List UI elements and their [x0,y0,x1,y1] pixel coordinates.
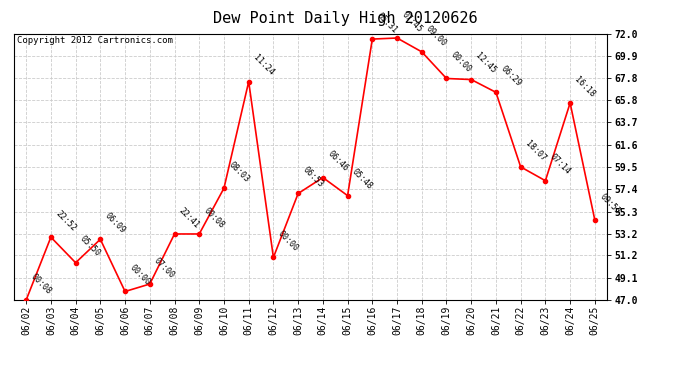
Text: 11:24: 11:24 [251,54,275,78]
Text: 00:00: 00:00 [276,229,300,253]
Text: 22:52: 22:52 [54,209,78,233]
Text: 05:31: 05:31 [375,11,399,35]
Text: 06:46: 06:46 [326,149,350,173]
Text: 00:08: 00:08 [202,206,226,230]
Text: 07:14: 07:14 [548,153,572,177]
Text: 09:00: 09:00 [424,24,448,48]
Text: 16:18: 16:18 [573,75,597,99]
Text: 12:45: 12:45 [474,51,498,75]
Text: 00:00: 00:00 [449,50,473,74]
Text: 06:53: 06:53 [301,165,325,189]
Text: 07:00: 07:00 [152,256,177,280]
Text: 07:45: 07:45 [400,10,424,34]
Text: 22:41: 22:41 [177,206,201,230]
Text: Dew Point Daily High 20120626: Dew Point Daily High 20120626 [213,11,477,26]
Text: 06:29: 06:29 [499,64,523,88]
Text: 00:00: 00:00 [128,263,152,287]
Text: 06:09: 06:09 [103,211,127,235]
Text: 00:08: 00:08 [29,272,53,296]
Text: 05:48: 05:48 [351,167,375,192]
Text: Copyright 2012 Cartronics.com: Copyright 2012 Cartronics.com [17,36,172,45]
Text: 09:53: 09:53 [598,192,622,216]
Text: 18:07: 18:07 [524,139,547,163]
Text: 05:50: 05:50 [79,234,102,258]
Text: 08:03: 08:03 [227,160,250,184]
